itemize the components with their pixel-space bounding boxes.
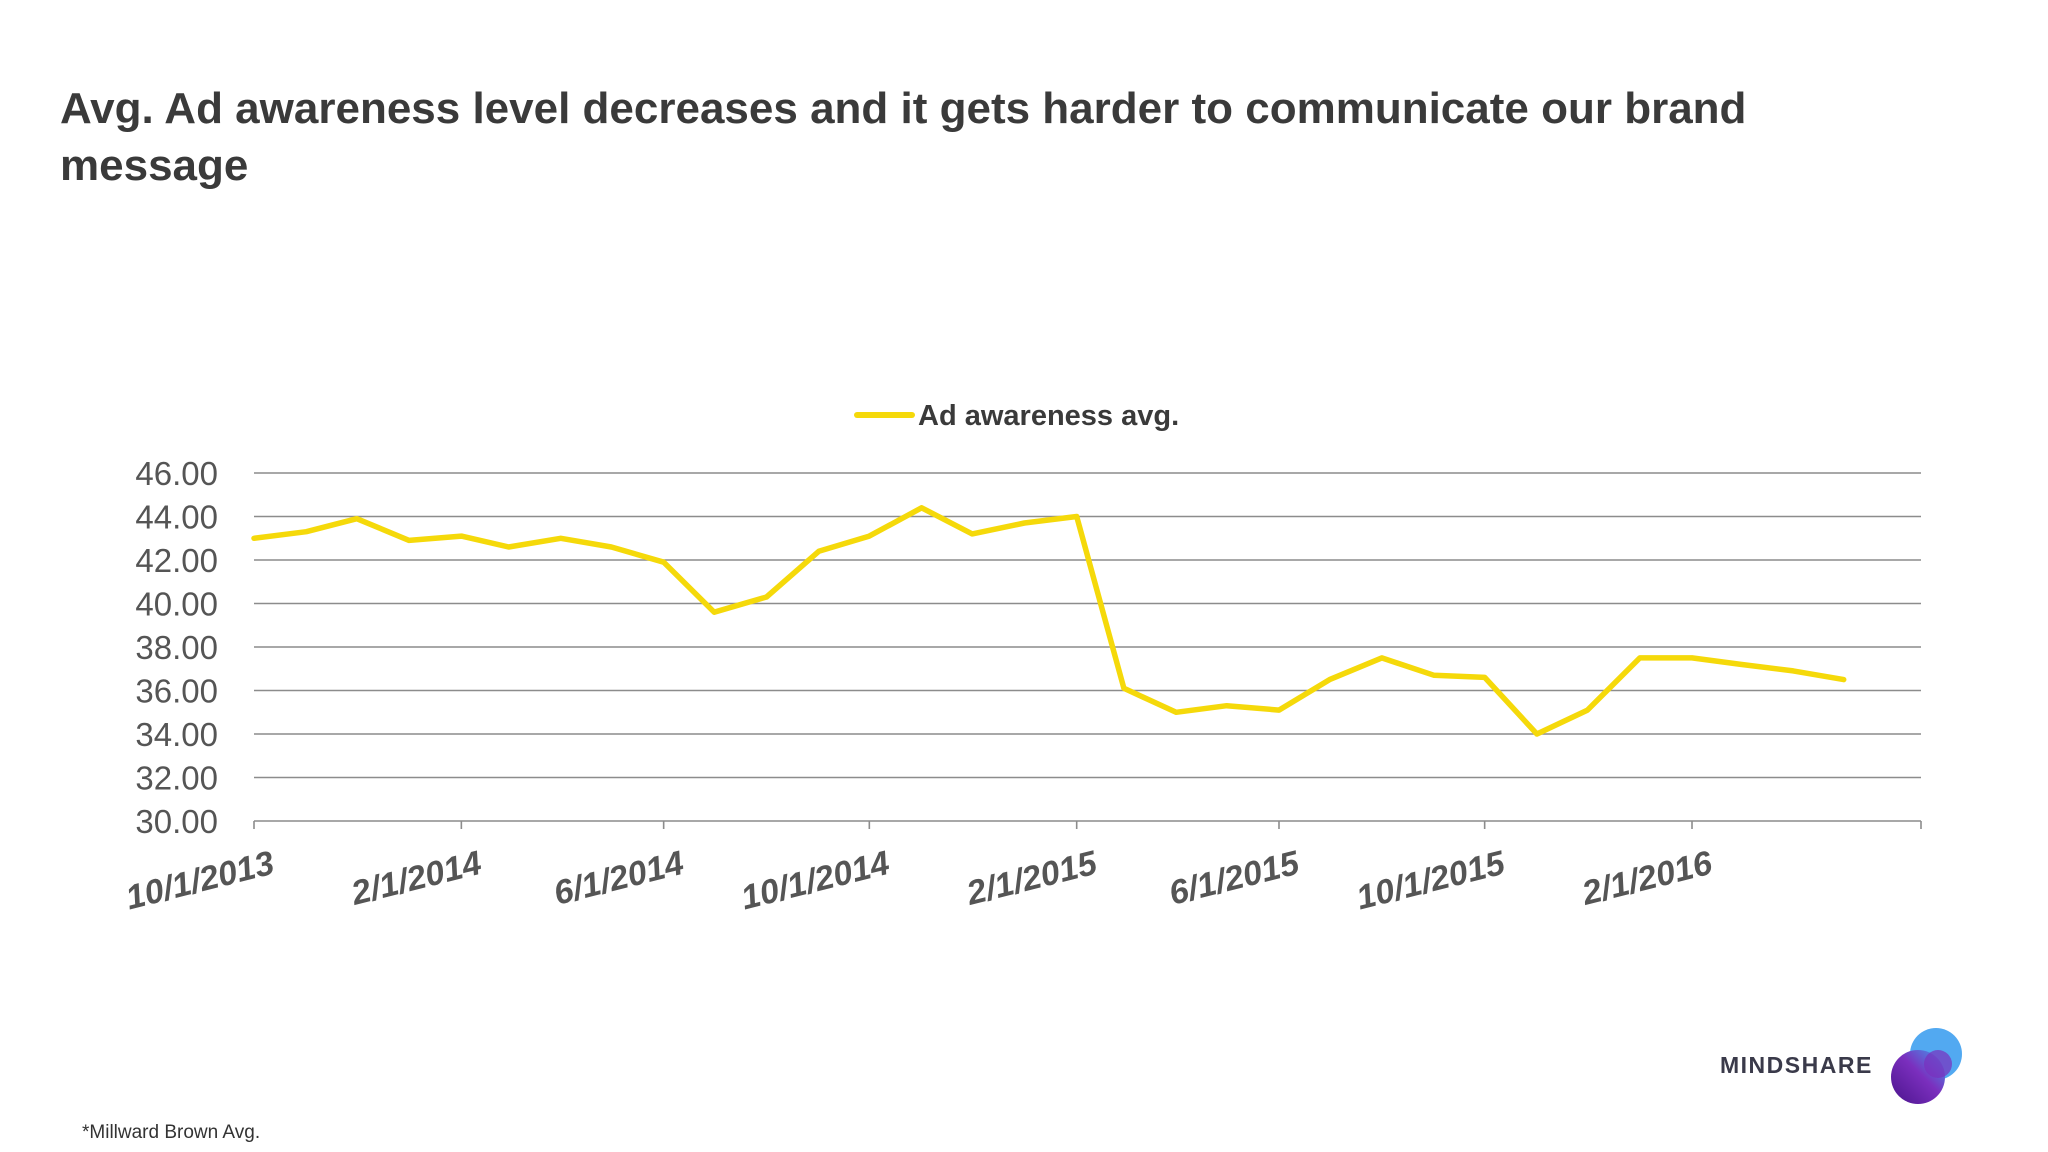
y-tick-label: 32.00 [135, 760, 218, 797]
y-tick-label: 40.00 [135, 586, 218, 623]
data-point [817, 549, 821, 553]
mindshare-logo-icon [1891, 1028, 1962, 1104]
data-point [1432, 673, 1436, 677]
data-point [459, 534, 463, 538]
x-tick-label: 10/1/2013 [122, 844, 278, 917]
x-tick-label: 10/1/2015 [1353, 844, 1510, 918]
data-point [1174, 710, 1178, 714]
data-point [507, 545, 511, 549]
y-tick-label: 42.00 [135, 542, 218, 579]
data-point [1075, 515, 1079, 518]
data-point [712, 610, 716, 614]
x-tick-label: 6/1/2014 [550, 844, 688, 913]
x-axis [253, 821, 1922, 829]
y-tick-label: 46.00 [135, 455, 218, 492]
data-point [1586, 708, 1589, 712]
data-point [1739, 662, 1743, 666]
x-tick-label: 2/1/2014 [347, 844, 486, 913]
data-point [609, 545, 613, 549]
data-point [304, 530, 308, 534]
gridlines [254, 472, 1921, 822]
data-point [252, 536, 256, 540]
data-point [559, 536, 563, 540]
data-point [1328, 678, 1332, 682]
data-point [1225, 704, 1229, 708]
brand-wordmark: MINDSHARE [1720, 1052, 1873, 1078]
data-point [1690, 656, 1694, 660]
data-point [970, 532, 974, 536]
y-axis-tick-labels: 30.00 32.00 34.00 36.00 38.00 40.00 42.00 44.00… [135, 455, 218, 840]
data-point [407, 538, 411, 542]
data-point [1380, 656, 1384, 660]
data-point [1022, 521, 1026, 525]
y-tick-label: 36.00 [135, 673, 218, 710]
footnote: *Millward Brown Avg. [82, 1122, 261, 1143]
y-tick-label: 38.00 [135, 629, 218, 666]
data-point [1277, 708, 1281, 712]
x-tick-label: 2/1/2015 [962, 844, 1102, 913]
data-point [920, 506, 924, 510]
data-point [765, 595, 768, 599]
y-tick-label: 34.00 [135, 716, 218, 753]
x-axis-tick-labels: 10/1/2013 2/1/2014 6/1/2014 10/1/2014 2/1/20… [122, 844, 1717, 918]
data-point [662, 560, 666, 564]
data-point [1638, 656, 1642, 660]
data-point [355, 517, 359, 521]
data-point [1483, 675, 1487, 679]
data-point [1842, 678, 1846, 682]
chart-legend: Ad awareness avg. [854, 400, 1179, 432]
data-point [1122, 686, 1126, 690]
x-tick-label: 6/1/2015 [1165, 844, 1304, 913]
y-tick-label: 44.00 [135, 499, 218, 536]
series-line-ad-awareness [251, 505, 1847, 737]
series-layer [251, 505, 1847, 737]
data-point [1535, 732, 1539, 736]
x-tick-label: 10/1/2014 [737, 844, 893, 917]
slide-title: Avg. Ad awareness level decreases and it… [60, 84, 1747, 190]
y-tick-label: 30.00 [135, 803, 218, 840]
legend-label-ad-awareness: Ad awareness avg. [918, 400, 1179, 432]
x-tick-label: 2/1/2016 [1577, 844, 1717, 913]
data-point [1791, 669, 1795, 673]
data-point [867, 534, 871, 538]
